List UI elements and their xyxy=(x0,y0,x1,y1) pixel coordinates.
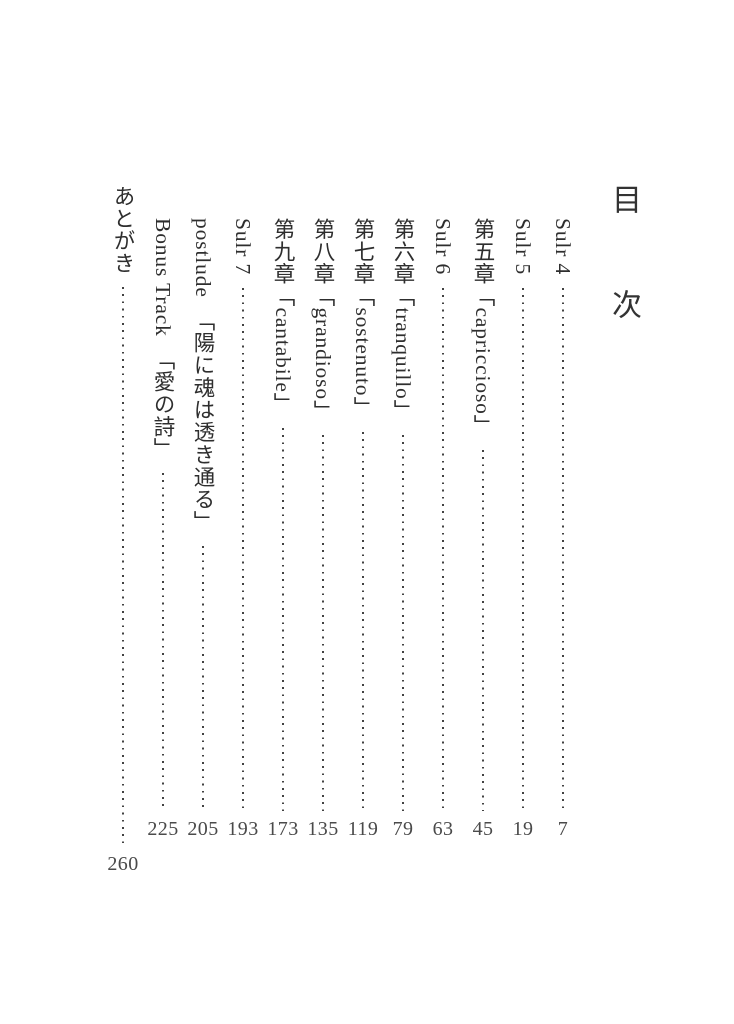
dot-leader xyxy=(162,473,164,811)
toc-entry-label: Sulr 4 xyxy=(551,218,575,276)
toc-entry-label: 第九章「cantabile」 xyxy=(271,218,295,416)
page-title: 目 次 xyxy=(607,184,640,342)
toc-list: Sulr 4 7 Sulr 5 19 第五章「capriccioso」 45 S… xyxy=(103,185,583,875)
toc-entry-page-number: 63 xyxy=(432,818,454,840)
toc-entry: 第五章「capriccioso」 45 xyxy=(463,218,503,840)
toc-entry: 第七章「sostenuto」 119 xyxy=(343,218,383,840)
toc-entry-label: 第八章「grandioso」 xyxy=(311,218,335,423)
dot-leader xyxy=(122,287,124,846)
toc-entry: あとがき 260 xyxy=(103,185,143,875)
toc-entry-label: Sulr 5 xyxy=(511,218,535,276)
dot-leader xyxy=(482,450,484,811)
toc-entry-label: 第五章「capriccioso」 xyxy=(471,218,495,438)
toc-entry: 第六章「tranquillo」 79 xyxy=(383,218,423,840)
toc-entry-page-number: 19 xyxy=(512,818,534,840)
toc-entry: Sulr 4 7 xyxy=(543,218,583,840)
toc-entry-label: あとがき xyxy=(111,185,135,275)
dot-leader xyxy=(202,545,204,811)
dot-leader xyxy=(322,435,324,811)
dot-leader xyxy=(442,288,444,811)
dot-leader xyxy=(522,288,524,811)
toc-entry: Sulr 6 63 xyxy=(423,218,463,840)
toc-entry-page-number: 173 xyxy=(267,818,299,840)
toc-entry-label: Sulr 7 xyxy=(231,218,255,276)
toc-entry: Sulr 5 19 xyxy=(503,218,543,840)
toc-entry: Bonus Track 「愛の詩」 225 xyxy=(143,218,183,840)
toc-entry-page-number: 45 xyxy=(472,818,494,840)
toc-entry-page-number: 79 xyxy=(392,818,414,840)
toc-entry: postlude 「陽に魂は透き通る」 205 xyxy=(183,218,223,840)
toc-entry-page-number: 135 xyxy=(307,818,339,840)
toc-entry-page-number: 260 xyxy=(107,853,139,875)
toc-entry-label: Bonus Track 「愛の詩」 xyxy=(151,218,175,461)
dot-leader xyxy=(282,428,284,811)
toc-entry: 第八章「grandioso」 135 xyxy=(303,218,343,840)
dot-leader xyxy=(362,431,364,811)
toc-entry-label: 第七章「sostenuto」 xyxy=(351,218,375,419)
toc-entry-page-number: 119 xyxy=(347,818,379,840)
toc-entry-label: Sulr 6 xyxy=(431,218,455,276)
toc-entry-label: 第六章「tranquillo」 xyxy=(391,218,415,422)
dot-leader xyxy=(562,288,564,811)
toc-entry-label: postlude 「陽に魂は透き通る」 xyxy=(191,218,215,533)
toc-entry: 第九章「cantabile」 173 xyxy=(263,218,303,840)
dot-leader xyxy=(402,435,404,811)
toc-entry-page-number: 205 xyxy=(187,818,219,840)
toc-entry-page-number: 193 xyxy=(227,818,259,840)
toc-entry: Sulr 7 193 xyxy=(223,218,263,840)
toc-entry-page-number: 225 xyxy=(147,818,179,840)
dot-leader xyxy=(242,288,244,811)
toc-entry-page-number: 7 xyxy=(557,818,569,840)
